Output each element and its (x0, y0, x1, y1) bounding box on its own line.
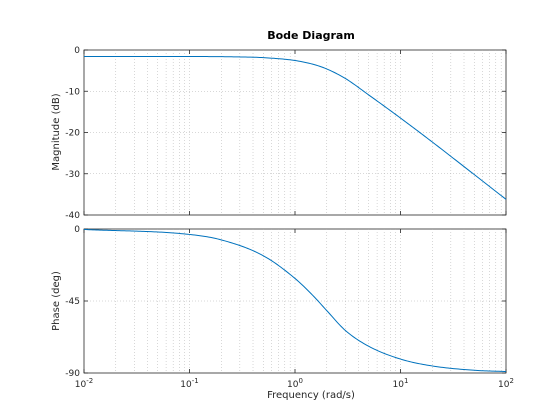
magnitude-y-label: Magnitude (dB) (51, 93, 62, 170)
phase-trace (83, 228, 507, 373)
phase-grid (84, 229, 506, 373)
magnitude-panel: 0 -10 -20 -30 -40 Magnitude (dB) (51, 46, 507, 221)
y-tick-label: -45 (65, 297, 80, 307)
y-tick-label: -40 (65, 211, 80, 221)
magnitude-trace (84, 56, 507, 200)
magnitude-y-ticks: 0 -10 -20 -30 -40 (65, 46, 507, 221)
x-tick-label: 10-2 (75, 377, 93, 390)
x-tick-label: 102 (498, 377, 514, 390)
phase-y-label: Phase (deg) (51, 271, 62, 331)
y-tick-label: -10 (65, 87, 80, 97)
x-tick-label: 10-1 (180, 377, 198, 390)
y-tick-label: -20 (65, 129, 80, 139)
y-tick-label: -90 (65, 369, 80, 379)
phase-panel: 0 -45 -90 Phase (deg) (51, 225, 507, 379)
frequency-x-label: Frequency (rad/s) (267, 390, 355, 401)
chart-title: Bode Diagram (267, 29, 355, 42)
x-tick-label: 101 (393, 377, 409, 390)
y-tick-label: 0 (74, 46, 80, 56)
magnitude-grid (84, 50, 506, 215)
frequency-x-ticks: 10-2 10-1 100 101 102 (75, 377, 514, 390)
y-tick-label: -30 (65, 170, 80, 180)
x-tick-label: 100 (287, 377, 303, 390)
y-tick-label: 0 (74, 225, 80, 235)
